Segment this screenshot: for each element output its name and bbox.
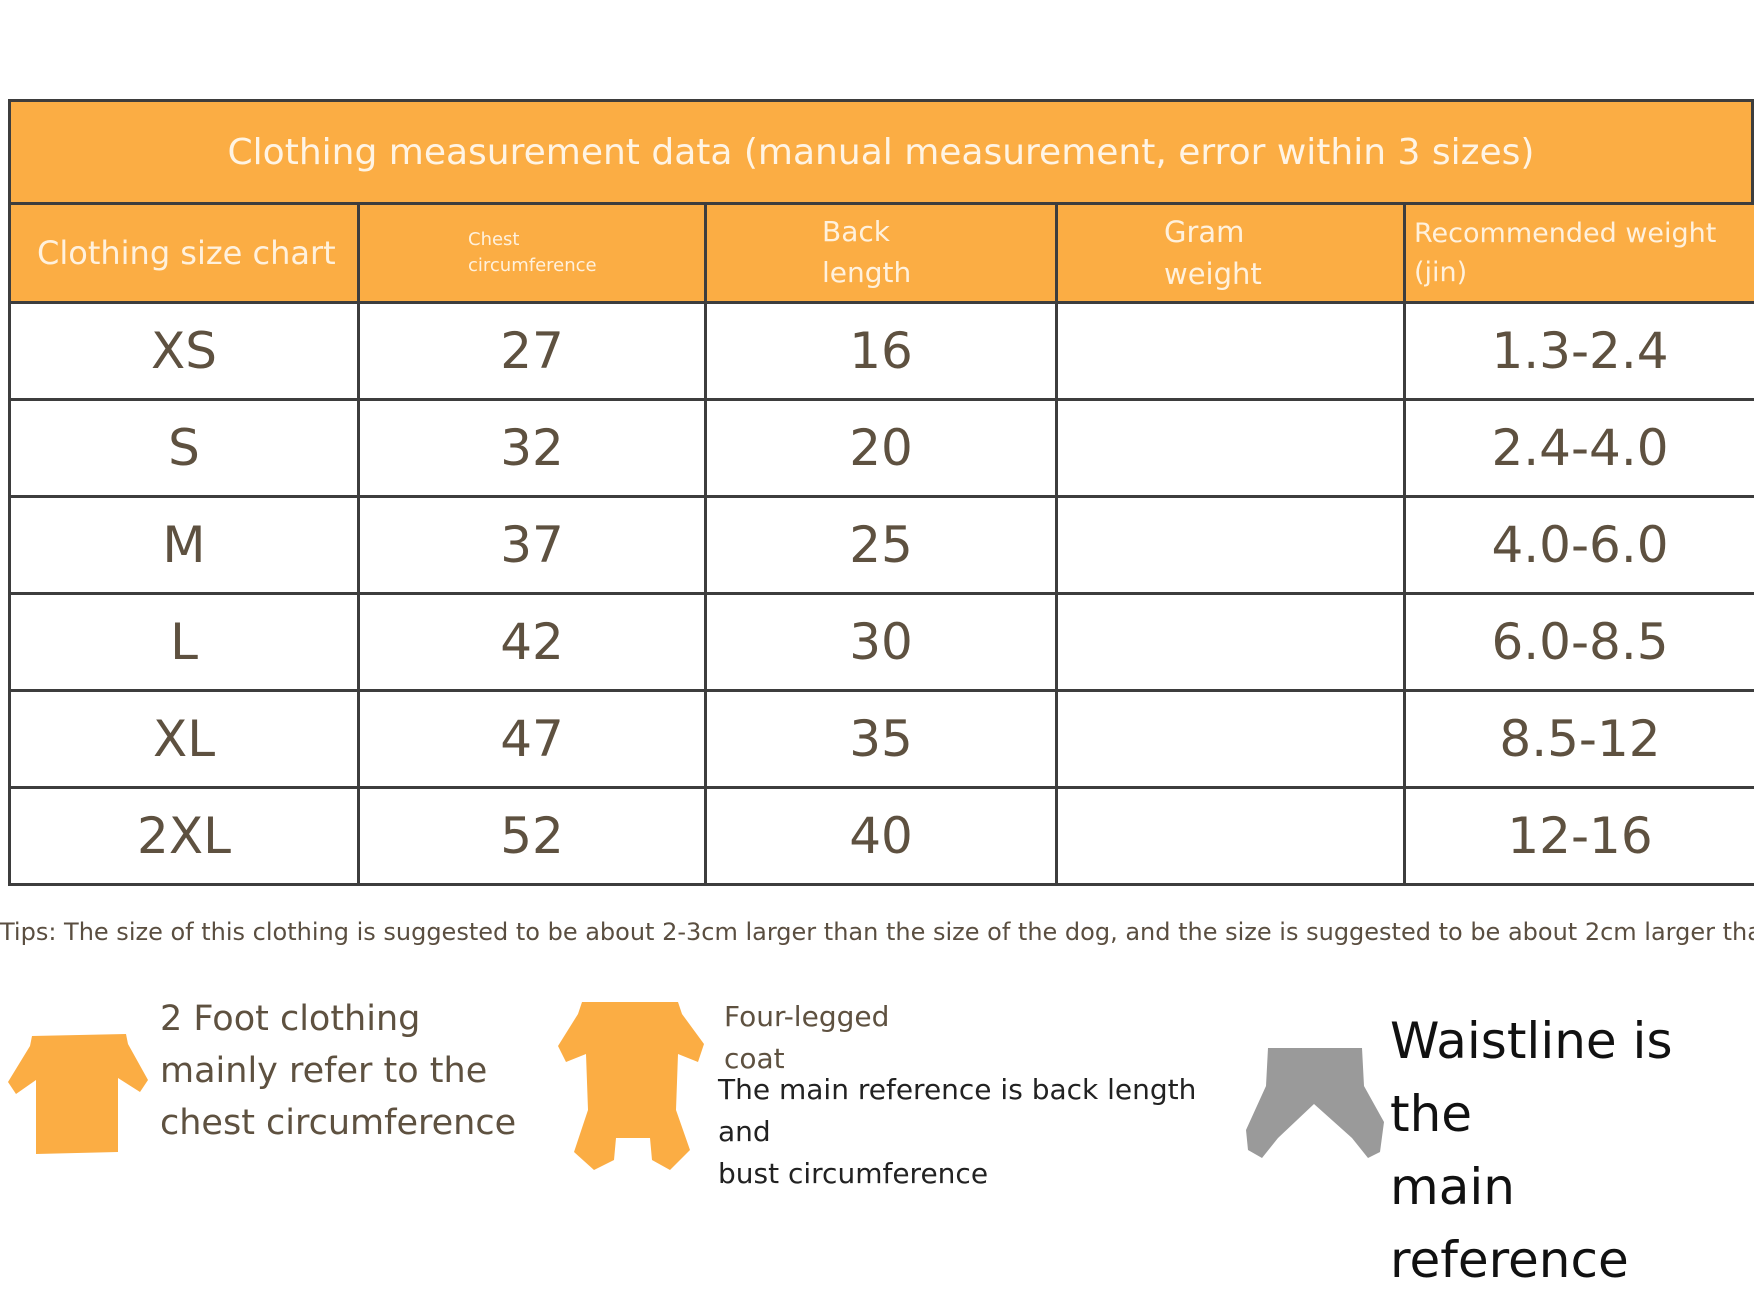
gram-weight-cell <box>1057 787 1405 884</box>
gram-weight-cell <box>1057 690 1405 787</box>
size-cell: 2XL <box>10 787 359 884</box>
gram-weight-cell <box>1057 593 1405 690</box>
back-length-cell: 16 <box>706 302 1057 399</box>
size-cell: XS <box>10 302 359 399</box>
size-cell: XL <box>10 690 359 787</box>
chest-cell: 27 <box>359 302 706 399</box>
header-recommended-weight: Recommended weight(jin) <box>1405 205 1754 302</box>
header-size: Clothing size chart <box>10 205 359 302</box>
two-leg-shirt-icon <box>6 1028 156 1158</box>
four-legged-caption: Four-legged coat <box>724 996 889 1080</box>
back-length-cell: 30 <box>706 593 1057 690</box>
table-row: XS 27 16 1.3-2.4 <box>10 302 1754 399</box>
table-row: 2XL 52 40 12-16 <box>10 787 1754 884</box>
gram-weight-cell <box>1057 302 1405 399</box>
table-row: M 37 25 4.0-6.0 <box>10 496 1754 593</box>
size-cell: M <box>10 496 359 593</box>
chest-cell: 42 <box>359 593 706 690</box>
belly-band-icon <box>1244 1046 1386 1162</box>
back-length-cell: 40 <box>706 787 1057 884</box>
recommended-weight-cell: 2.4-4.0 <box>1405 399 1754 496</box>
recommended-weight-cell: 1.3-2.4 <box>1405 302 1754 399</box>
gram-weight-cell <box>1057 399 1405 496</box>
four-legged-description: The main reference is back length and bu… <box>718 1069 1238 1195</box>
four-leg-coat-icon <box>554 1000 714 1172</box>
chest-cell: 37 <box>359 496 706 593</box>
table-row: L 42 30 6.0-8.5 <box>10 593 1754 690</box>
table-title: Clothing measurement data (manual measur… <box>8 99 1754 205</box>
recommended-weight-cell: 4.0-6.0 <box>1405 496 1754 593</box>
size-chart-table-container: Clothing measurement data (manual measur… <box>8 99 1754 886</box>
chest-cell: 47 <box>359 690 706 787</box>
back-length-cell: 20 <box>706 399 1057 496</box>
two-foot-caption: 2 Foot clothing mainly refer to the ches… <box>160 993 516 1149</box>
recommended-weight-cell: 8.5-12 <box>1405 690 1754 787</box>
size-cell: L <box>10 593 359 690</box>
table-row: XL 47 35 8.5-12 <box>10 690 1754 787</box>
back-length-cell: 25 <box>706 496 1057 593</box>
table-row: S 32 20 2.4-4.0 <box>10 399 1754 496</box>
recommended-weight-cell: 6.0-8.5 <box>1405 593 1754 690</box>
gram-weight-cell <box>1057 496 1405 593</box>
chest-cell: 32 <box>359 399 706 496</box>
tips-text: Tips: The size of this clothing is sugge… <box>0 918 1754 946</box>
waistline-caption: Waistline is the main reference <box>1390 1005 1754 1297</box>
chest-cell: 52 <box>359 787 706 884</box>
back-length-cell: 35 <box>706 690 1057 787</box>
size-cell: S <box>10 399 359 496</box>
recommended-weight-cell: 12-16 <box>1405 787 1754 884</box>
